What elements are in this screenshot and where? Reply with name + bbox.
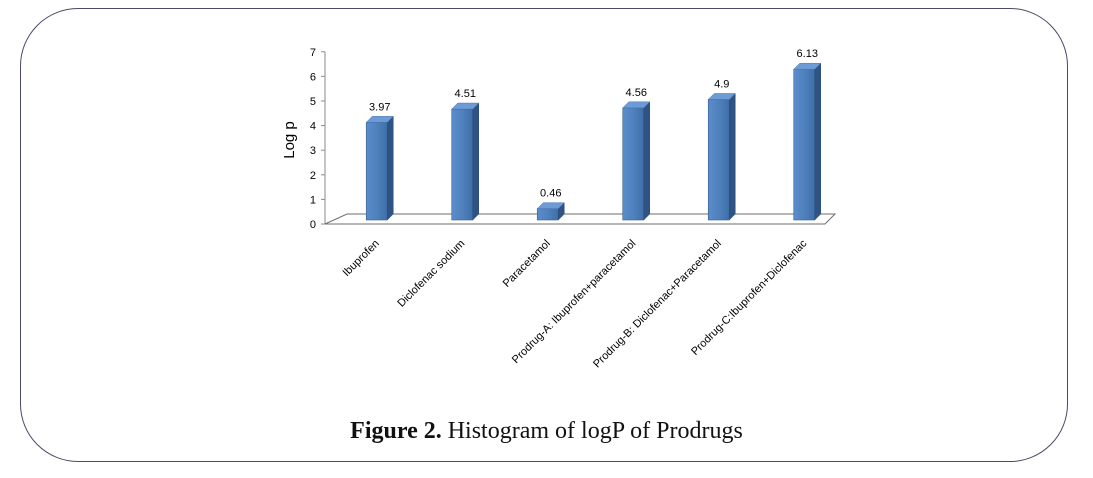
bar-side — [472, 102, 479, 221]
y-tick-label: 2 — [310, 170, 316, 182]
y-tick-label: 7 — [310, 47, 316, 59]
bar — [622, 107, 645, 221]
bar-side — [643, 101, 650, 221]
figure-caption-text: Histogram of logP of Prodrugs — [441, 418, 743, 444]
bar-value-label: 3.97 — [369, 101, 390, 113]
y-tick-label: 4 — [310, 121, 316, 133]
y-tick-label: 6 — [310, 71, 316, 83]
chart-floor — [324, 213, 837, 225]
bar-value-label: 4.9 — [714, 78, 729, 90]
x-category-label: Paracetamol — [501, 238, 553, 290]
bar — [451, 108, 474, 221]
y-axis-title: Log p — [281, 121, 298, 159]
y-tick-label: 0 — [310, 219, 316, 231]
bar — [365, 122, 388, 221]
bar — [707, 99, 730, 221]
figure-caption: Figure 2. Histogram of logP of Prodrugs — [0, 418, 1093, 445]
bar-side — [814, 62, 821, 221]
y-tick-label: 1 — [310, 194, 316, 206]
bar-value-label: 6.13 — [797, 48, 818, 60]
bar-value-label: 4.51 — [455, 88, 476, 100]
bar-top — [793, 62, 822, 70]
bar-value-label: 0.46 — [540, 188, 561, 200]
x-category-label: Diclofenac sodium — [395, 238, 467, 310]
bar-side — [729, 92, 736, 221]
bar-top — [707, 93, 736, 100]
bar — [536, 208, 559, 221]
figure-caption-label: Figure 2. — [350, 418, 442, 444]
y-tick-label: 5 — [310, 96, 316, 108]
bar-side — [387, 115, 394, 221]
bar-top — [622, 101, 651, 109]
y-tick-label: 3 — [310, 145, 316, 157]
x-category-label: Ibuprofen — [341, 238, 382, 279]
bar-top — [536, 202, 565, 209]
bar-value-label: 4.56 — [626, 87, 647, 99]
bar-top — [451, 102, 480, 110]
bar-top — [365, 116, 394, 123]
figure-frame — [20, 8, 1068, 462]
bar — [793, 68, 816, 221]
